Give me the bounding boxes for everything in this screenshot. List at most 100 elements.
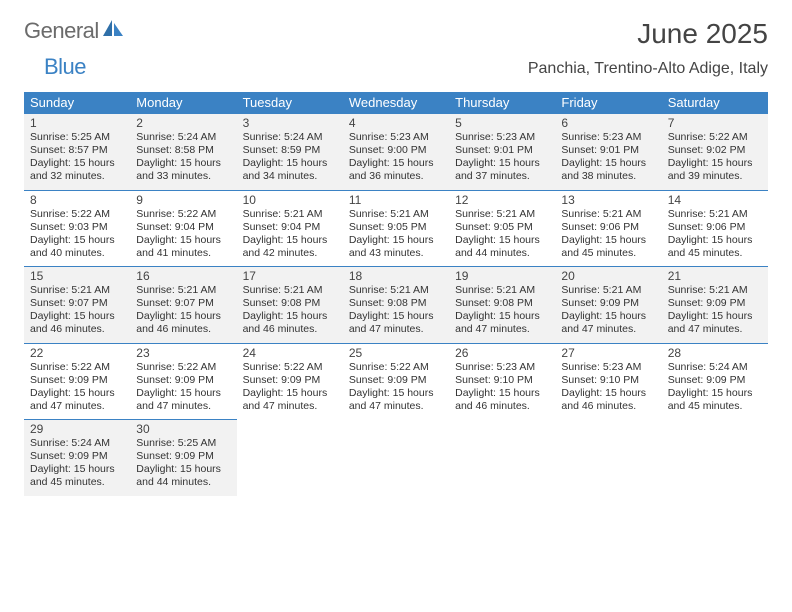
day-number: 10 [243,193,337,207]
location-text: Panchia, Trentino-Alto Adige, Italy [528,60,768,78]
calendar-body: 1Sunrise: 5:25 AMSunset: 8:57 PMDaylight… [24,114,768,496]
weekday-header-row: Sunday Monday Tuesday Wednesday Thursday… [24,92,768,114]
day-number: 1 [30,116,124,130]
day-number: 7 [668,116,762,130]
day-number: 29 [30,422,124,436]
day-number: 20 [561,269,655,283]
daylight-line: Daylight: 15 hours and 32 minutes. [30,157,124,183]
weekday-header: Thursday [449,92,555,114]
sunset-line: Sunset: 9:08 PM [243,297,337,310]
daylight-line: Daylight: 15 hours and 36 minutes. [349,157,443,183]
daylight-line: Daylight: 15 hours and 47 minutes. [561,310,655,336]
day-number: 22 [30,346,124,360]
daylight-line: Daylight: 15 hours and 44 minutes. [136,463,230,489]
day-info: Sunrise: 5:21 AMSunset: 9:09 PMDaylight:… [668,284,762,337]
calendar-cell: 14Sunrise: 5:21 AMSunset: 9:06 PMDayligh… [662,190,768,267]
sunset-line: Sunset: 9:06 PM [668,221,762,234]
calendar-cell: 3Sunrise: 5:24 AMSunset: 8:59 PMDaylight… [237,114,343,191]
calendar-cell: 2Sunrise: 5:24 AMSunset: 8:58 PMDaylight… [130,114,236,191]
day-info: Sunrise: 5:24 AMSunset: 9:09 PMDaylight:… [668,361,762,414]
calendar-cell: 4Sunrise: 5:23 AMSunset: 9:00 PMDaylight… [343,114,449,191]
day-info: Sunrise: 5:22 AMSunset: 9:02 PMDaylight:… [668,131,762,184]
logo-text-general: General [24,18,99,44]
sunrise-line: Sunrise: 5:21 AM [349,284,443,297]
calendar-cell [662,420,768,496]
daylight-line: Daylight: 15 hours and 46 minutes. [30,310,124,336]
sunset-line: Sunset: 9:03 PM [30,221,124,234]
weekday-header: Sunday [24,92,130,114]
day-number: 9 [136,193,230,207]
daylight-line: Daylight: 15 hours and 34 minutes. [243,157,337,183]
sunrise-line: Sunrise: 5:21 AM [243,284,337,297]
day-info: Sunrise: 5:22 AMSunset: 9:09 PMDaylight:… [136,361,230,414]
sunset-line: Sunset: 9:09 PM [243,374,337,387]
sunrise-line: Sunrise: 5:23 AM [561,361,655,374]
calendar-table: Sunday Monday Tuesday Wednesday Thursday… [24,92,768,496]
daylight-line: Daylight: 15 hours and 45 minutes. [30,463,124,489]
day-number: 12 [455,193,549,207]
day-number: 16 [136,269,230,283]
day-info: Sunrise: 5:22 AMSunset: 9:09 PMDaylight:… [30,361,124,414]
sunrise-line: Sunrise: 5:24 AM [243,131,337,144]
weekday-header: Friday [555,92,661,114]
day-number: 17 [243,269,337,283]
sunset-line: Sunset: 8:58 PM [136,144,230,157]
day-info: Sunrise: 5:23 AMSunset: 9:01 PMDaylight:… [455,131,549,184]
sunrise-line: Sunrise: 5:22 AM [243,361,337,374]
sunset-line: Sunset: 9:04 PM [243,221,337,234]
sunrise-line: Sunrise: 5:21 AM [455,284,549,297]
day-number: 24 [243,346,337,360]
sunset-line: Sunset: 8:57 PM [30,144,124,157]
weekday-header: Monday [130,92,236,114]
sunset-line: Sunset: 9:09 PM [136,374,230,387]
day-number: 23 [136,346,230,360]
day-number: 11 [349,193,443,207]
calendar-cell: 21Sunrise: 5:21 AMSunset: 9:09 PMDayligh… [662,267,768,344]
daylight-line: Daylight: 15 hours and 46 minutes. [136,310,230,336]
daylight-line: Daylight: 15 hours and 45 minutes. [668,387,762,413]
calendar-cell: 7Sunrise: 5:22 AMSunset: 9:02 PMDaylight… [662,114,768,191]
day-info: Sunrise: 5:25 AMSunset: 9:09 PMDaylight:… [136,437,230,490]
sunset-line: Sunset: 9:09 PM [668,297,762,310]
sunset-line: Sunset: 9:08 PM [455,297,549,310]
calendar-cell: 23Sunrise: 5:22 AMSunset: 9:09 PMDayligh… [130,343,236,420]
sunset-line: Sunset: 9:10 PM [455,374,549,387]
day-number: 14 [668,193,762,207]
daylight-line: Daylight: 15 hours and 46 minutes. [561,387,655,413]
day-info: Sunrise: 5:21 AMSunset: 9:05 PMDaylight:… [349,208,443,261]
sunset-line: Sunset: 9:05 PM [455,221,549,234]
daylight-line: Daylight: 15 hours and 45 minutes. [561,234,655,260]
sunrise-line: Sunrise: 5:22 AM [30,361,124,374]
weekday-header: Saturday [662,92,768,114]
day-info: Sunrise: 5:22 AMSunset: 9:09 PMDaylight:… [243,361,337,414]
weekday-header: Wednesday [343,92,449,114]
daylight-line: Daylight: 15 hours and 41 minutes. [136,234,230,260]
calendar-cell [237,420,343,496]
calendar-cell: 11Sunrise: 5:21 AMSunset: 9:05 PMDayligh… [343,190,449,267]
daylight-line: Daylight: 15 hours and 37 minutes. [455,157,549,183]
sunset-line: Sunset: 9:07 PM [30,297,124,310]
calendar-cell: 13Sunrise: 5:21 AMSunset: 9:06 PMDayligh… [555,190,661,267]
day-info: Sunrise: 5:23 AMSunset: 9:10 PMDaylight:… [455,361,549,414]
calendar-cell: 26Sunrise: 5:23 AMSunset: 9:10 PMDayligh… [449,343,555,420]
sunset-line: Sunset: 9:09 PM [561,297,655,310]
day-info: Sunrise: 5:21 AMSunset: 9:08 PMDaylight:… [455,284,549,337]
daylight-line: Daylight: 15 hours and 46 minutes. [243,310,337,336]
day-number: 27 [561,346,655,360]
day-number: 18 [349,269,443,283]
daylight-line: Daylight: 15 hours and 47 minutes. [136,387,230,413]
sunrise-line: Sunrise: 5:21 AM [668,284,762,297]
day-info: Sunrise: 5:21 AMSunset: 9:08 PMDaylight:… [243,284,337,337]
sunrise-line: Sunrise: 5:25 AM [30,131,124,144]
day-info: Sunrise: 5:24 AMSunset: 8:59 PMDaylight:… [243,131,337,184]
calendar-row: 29Sunrise: 5:24 AMSunset: 9:09 PMDayligh… [24,420,768,496]
sunset-line: Sunset: 9:09 PM [136,450,230,463]
sunrise-line: Sunrise: 5:21 AM [136,284,230,297]
day-info: Sunrise: 5:21 AMSunset: 9:04 PMDaylight:… [243,208,337,261]
day-info: Sunrise: 5:22 AMSunset: 9:09 PMDaylight:… [349,361,443,414]
sunset-line: Sunset: 9:09 PM [30,374,124,387]
day-info: Sunrise: 5:21 AMSunset: 9:06 PMDaylight:… [668,208,762,261]
sunrise-line: Sunrise: 5:23 AM [455,361,549,374]
sunset-line: Sunset: 9:09 PM [30,450,124,463]
daylight-line: Daylight: 15 hours and 47 minutes. [243,387,337,413]
